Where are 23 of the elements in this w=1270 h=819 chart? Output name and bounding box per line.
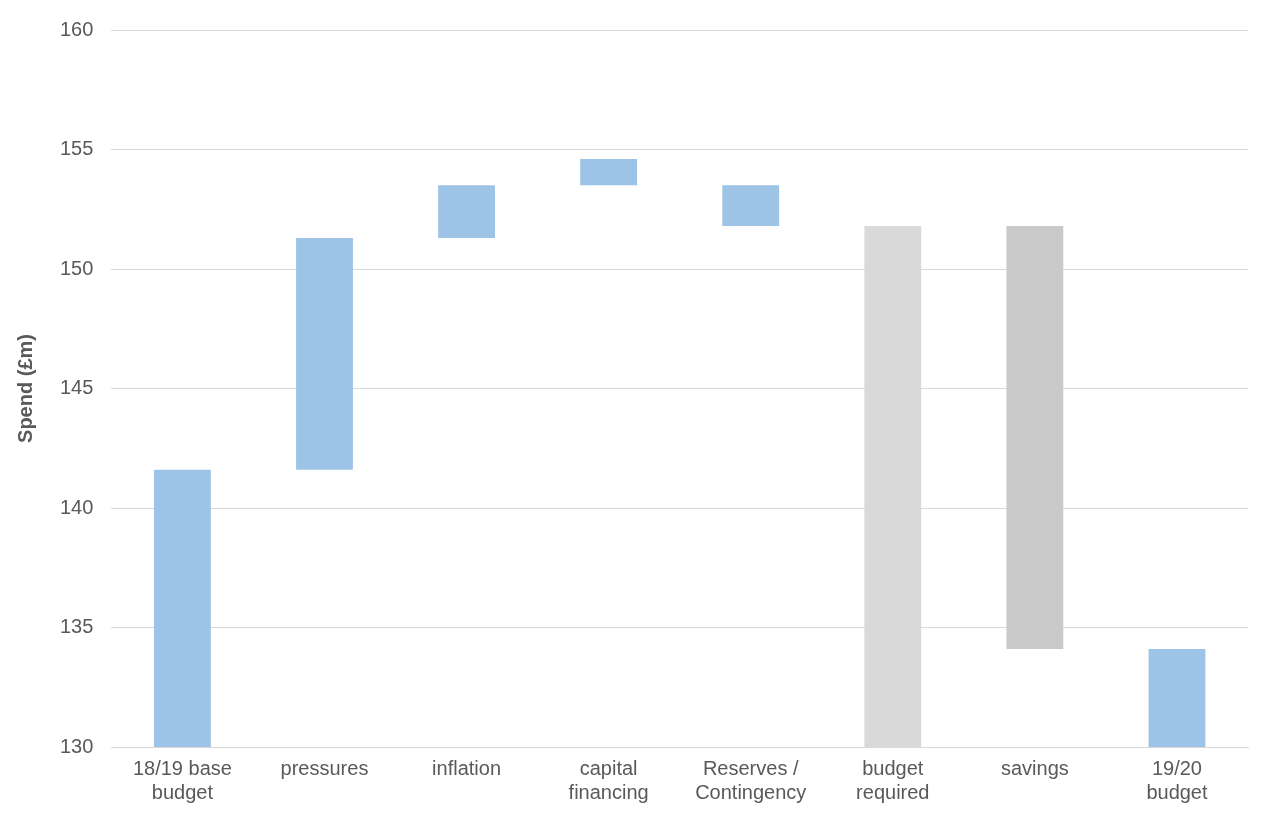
x-tick-label: 18/19 base budget xyxy=(132,756,232,803)
bar xyxy=(153,469,211,747)
x-tick-label: savings xyxy=(1000,756,1069,779)
y-tick-label: 140 xyxy=(59,495,94,518)
y-axis-title: Spend (£m) xyxy=(13,334,36,443)
bar xyxy=(438,185,495,238)
y-tick-label: 130 xyxy=(59,734,94,757)
y-tick-label: 150 xyxy=(59,256,94,279)
bar xyxy=(722,185,780,226)
bar xyxy=(580,159,638,186)
x-tick-label: 19/20 budget xyxy=(1146,756,1208,803)
x-tick-label: Reserves / Contingency xyxy=(695,756,807,803)
x-tick-label: pressures xyxy=(280,756,369,779)
y-tick-label: 145 xyxy=(59,376,94,399)
bar xyxy=(296,237,353,470)
x-tick-label: inflation xyxy=(432,756,502,779)
bar xyxy=(1006,225,1064,650)
y-tick-label: 155 xyxy=(59,137,94,160)
bar xyxy=(1148,649,1206,747)
x-tick-label: budget required xyxy=(856,756,930,803)
y-tick-label: 160 xyxy=(59,17,94,40)
x-tick-label: capital financing xyxy=(568,756,649,803)
y-tick-label: 135 xyxy=(59,615,94,638)
